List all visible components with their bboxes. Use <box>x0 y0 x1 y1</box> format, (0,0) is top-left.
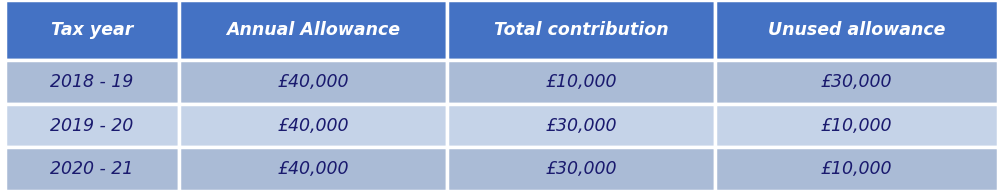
Text: £10,000: £10,000 <box>545 73 616 91</box>
Bar <box>178 147 447 191</box>
Text: £10,000: £10,000 <box>820 160 892 178</box>
Bar <box>714 0 997 60</box>
Text: 2018 - 19: 2018 - 19 <box>50 73 133 91</box>
Bar <box>714 147 997 191</box>
Bar <box>714 104 997 147</box>
Text: 2020 - 21: 2020 - 21 <box>50 160 133 178</box>
Text: £40,000: £40,000 <box>277 73 349 91</box>
Bar <box>178 0 447 60</box>
Text: £40,000: £40,000 <box>277 117 349 135</box>
Text: £30,000: £30,000 <box>545 160 616 178</box>
Text: Total contribution: Total contribution <box>493 21 667 39</box>
Text: Annual Allowance: Annual Allowance <box>225 21 400 39</box>
Text: Unused allowance: Unused allowance <box>768 21 944 39</box>
Bar <box>447 147 714 191</box>
Text: £10,000: £10,000 <box>820 117 892 135</box>
Text: £30,000: £30,000 <box>545 117 616 135</box>
Bar <box>447 104 714 147</box>
Text: £30,000: £30,000 <box>820 73 892 91</box>
Bar <box>178 60 447 104</box>
Bar <box>5 60 178 104</box>
Text: £40,000: £40,000 <box>277 160 349 178</box>
Bar <box>178 104 447 147</box>
Bar <box>714 60 997 104</box>
Text: 2019 - 20: 2019 - 20 <box>50 117 133 135</box>
Bar <box>447 60 714 104</box>
Bar <box>5 104 178 147</box>
Text: Tax year: Tax year <box>51 21 133 39</box>
Bar <box>5 147 178 191</box>
Bar <box>447 0 714 60</box>
Bar <box>5 0 178 60</box>
